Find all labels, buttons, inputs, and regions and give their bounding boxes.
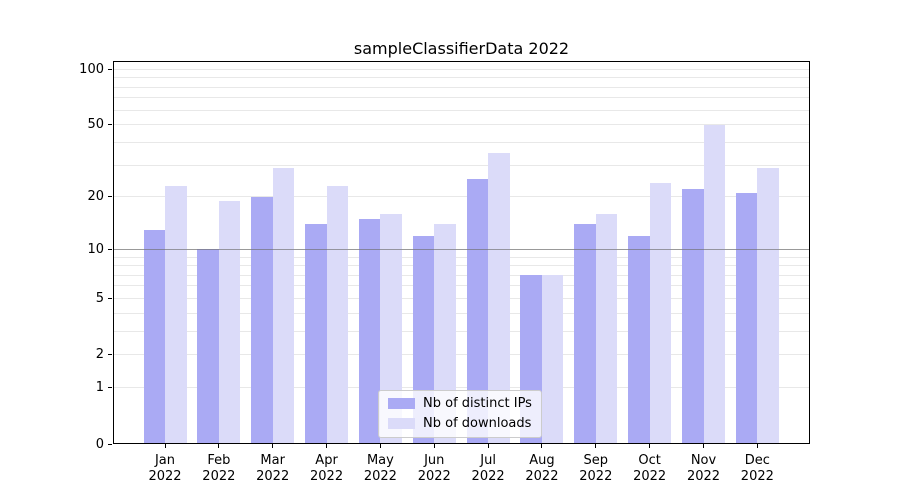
gridline-50 [113,124,810,126]
y-tick-label-100: 100 [79,61,104,77]
bar-feb-nb-of-distinct-ips [197,249,219,444]
y-tick-10 [108,248,112,250]
x-tick-label-feb: Feb 2022 [202,453,236,484]
bar-dec-nb-of-distinct-ips [735,192,758,444]
bar-jul-nb-of-downloads [488,152,510,444]
y-tick-label-1: 1 [95,380,104,396]
x-tick-jun [433,444,435,448]
y-tick-label-5: 5 [95,290,104,306]
legend-swatch-distinct-ips [388,398,415,409]
bar-aug-nb-of-downloads [541,275,564,444]
y-tick-2 [108,354,112,356]
gridline-40 [113,141,810,143]
bar-mar-nb-of-distinct-ips [251,196,273,444]
x-tick-may [379,444,381,448]
y-tick-label-2: 2 [95,347,104,363]
bar-dec-nb-of-downloads [757,167,779,444]
bar-jan-nb-of-distinct-ips [143,229,165,444]
bar-may-nb-of-downloads [380,213,402,444]
gridline-1 [113,387,810,389]
gridline-6 [113,285,810,287]
legend-swatch-downloads [388,418,415,429]
gridline-60 [113,109,810,111]
bar-jun-nb-of-downloads [434,224,456,444]
x-tick-feb [218,444,220,448]
gridline-2 [113,354,810,356]
gridline-30 [113,164,810,166]
x-tick-label-aug: Aug 2022 [525,453,559,484]
x-tick-jan [164,444,166,448]
gridline-4 [113,312,810,314]
bar-oct-nb-of-downloads [649,182,672,444]
x-tick-label-jan: Jan 2022 [148,453,182,484]
bar-mar-nb-of-downloads [272,167,295,444]
gridline-20 [113,196,810,198]
bar-nov-nb-of-downloads [703,124,725,444]
bar-sep-nb-of-downloads [595,213,618,444]
gridline-80 [113,86,810,88]
legend-label-distinct-ips: Nb of distinct IPs [423,396,532,411]
x-tick-aug [541,444,543,448]
x-tick-label-apr: Apr 2022 [310,453,344,484]
legend-item-distinct-ips: Nb of distinct IPs [388,396,532,411]
x-tick-mar [272,444,274,448]
bar-feb-nb-of-downloads [218,200,241,444]
x-tick-apr [326,444,328,448]
x-tick-label-dec: Dec 2022 [740,453,774,484]
y-tick-50 [108,124,112,126]
gridline-90 [113,77,810,79]
y-tick-20 [108,196,112,198]
chart-title: sampleClassifierData 2022 [353,39,570,58]
gridline-7 [113,274,810,276]
legend-item-downloads: Nb of downloads [388,416,532,431]
bar-jul-nb-of-distinct-ips [466,179,489,444]
legend-label-downloads: Nb of downloads [423,416,532,431]
y-tick-label-50: 50 [87,117,104,133]
gridline-9 [113,256,810,258]
y-tick-5 [108,297,112,299]
x-tick-label-oct: Oct 2022 [633,453,667,484]
x-tick-label-jun: Jun 2022 [417,453,451,484]
y-tick-1 [108,387,112,389]
reference-line-10 [113,248,810,250]
y-tick-0 [108,443,112,445]
bar-oct-nb-of-distinct-ips [628,235,650,444]
gridline-100 [113,68,810,70]
y-tick-label-0: 0 [95,436,104,452]
bar-apr-nb-of-downloads [326,185,349,444]
x-tick-label-mar: Mar 2022 [256,453,290,484]
x-tick-sep [595,444,597,448]
gridline-5 [113,297,810,299]
x-tick-label-jul: Jul 2022 [471,453,505,484]
x-tick-nov [703,444,704,448]
bar-apr-nb-of-distinct-ips [305,224,327,444]
bar-may-nb-of-distinct-ips [358,218,381,444]
gridline-3 [113,330,810,332]
gridline-70 [113,97,810,99]
bar-sep-nb-of-distinct-ips [574,224,596,444]
y-tick-label-10: 10 [87,241,104,257]
bar-jan-nb-of-downloads [165,185,187,444]
x-tick-label-sep: Sep 2022 [579,453,613,484]
x-tick-jul [487,444,489,448]
x-tick-label-may: May 2022 [363,453,397,484]
bar-nov-nb-of-distinct-ips [682,189,704,444]
legend: Nb of distinct IPs Nb of downloads [378,390,542,438]
plot-area: Nb of distinct IPs Nb of downloads [113,61,810,444]
x-tick-label-nov: Nov 2022 [686,453,721,484]
y-tick-label-20: 20 [87,189,104,205]
x-tick-oct [649,444,651,448]
gridline-8 [113,265,810,267]
x-tick-dec [756,444,758,448]
y-tick-100 [108,68,112,70]
